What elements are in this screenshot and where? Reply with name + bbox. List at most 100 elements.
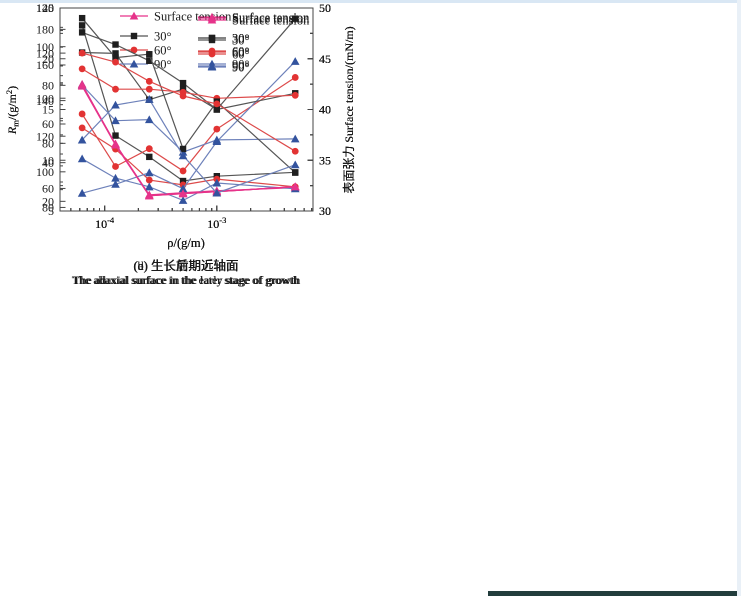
x-tick-label: 10-3 [207, 215, 226, 231]
series-line [81, 68, 296, 99]
data-point [77, 80, 87, 89]
legend-label: 30° [232, 31, 250, 45]
data-point [144, 95, 154, 103]
data-point [212, 135, 222, 144]
data-point [146, 51, 153, 58]
left-tick-label: 120 [36, 46, 54, 60]
data-point [212, 178, 222, 187]
data-point [144, 191, 154, 200]
data-point [144, 182, 154, 191]
data-point [77, 154, 87, 163]
legend-label: 30° [154, 29, 172, 43]
right-tick-label: 30 [319, 204, 331, 218]
left-tick-label: 60 [42, 117, 54, 131]
data-point [179, 145, 187, 153]
left-tick-label: 120 [36, 1, 54, 15]
data-point [178, 196, 188, 204]
series-line [81, 84, 296, 153]
data-point [112, 54, 119, 61]
data-point [290, 160, 300, 169]
left-tick-label: 80 [42, 201, 54, 215]
left-tick-label: 100 [36, 165, 54, 179]
x-axis-label: ρ/(g/m) [167, 236, 204, 250]
right-tick-label: 50 [319, 1, 331, 15]
legend-item: 90° [198, 60, 250, 74]
legend-marker [130, 46, 138, 54]
data-point [179, 177, 187, 185]
left-tick-label: 40 [42, 156, 54, 170]
caption-en: The adaxial surface in the later stage o… [73, 273, 299, 287]
legend-marker [130, 32, 138, 40]
data-point [178, 189, 188, 198]
top-edge-strip [0, 0, 741, 3]
data-point [179, 92, 187, 100]
data-point [292, 169, 299, 176]
legend-item: 90° [120, 57, 172, 71]
data-point [292, 15, 299, 22]
legend-item: 60° [198, 47, 250, 61]
bottom-scrollbar[interactable] [488, 591, 737, 596]
legend-item: 30° [198, 33, 250, 47]
series-line [81, 31, 296, 111]
data-point [212, 188, 222, 197]
caption-en: The abaxial surface in the later stage o… [73, 273, 299, 287]
left-tick-label: 160 [36, 58, 54, 72]
legend-label: 90° [232, 57, 250, 71]
data-point [111, 100, 120, 109]
right-tick-label: 45 [319, 52, 331, 66]
data-point [112, 132, 119, 139]
data-point [78, 22, 86, 29]
data-point [145, 145, 153, 153]
right-tick-label: 40 [319, 103, 331, 117]
left-tick-label: 60 [42, 182, 54, 196]
legend-label: 60° [232, 47, 250, 61]
series-line [81, 84, 296, 197]
data-point [291, 147, 299, 155]
data-point [213, 100, 221, 108]
x-axis-label: ρ/(g/m) [167, 236, 204, 250]
right-tick-label: 50 [319, 1, 331, 15]
series-line [81, 127, 296, 188]
data-point [213, 106, 221, 113]
right-tick-label: 40 [319, 103, 331, 117]
panel-d: 10-4 10-3 60 80 100 120 140 30 35 40 45 50 Surface t… [0, 0, 371, 298]
data-point [290, 182, 300, 191]
axis-frame [59, 7, 314, 212]
data-point [144, 115, 154, 124]
left-tick-label: 20 [42, 195, 54, 209]
legend-marker [208, 50, 216, 58]
data-point [112, 58, 119, 66]
right-tick-label: 35 [319, 153, 331, 167]
data-point [290, 134, 300, 143]
caption-zh: (a) 生长前期近轴面 [134, 258, 239, 273]
data-point [290, 57, 300, 65]
left-tick-label: 140 [36, 94, 54, 108]
data-point [78, 110, 86, 118]
left-tick-label: 10 [42, 153, 54, 167]
data-point [78, 124, 86, 132]
legend-label: Surface tension [232, 11, 310, 25]
data-point [179, 79, 187, 87]
data-point [144, 168, 154, 177]
caption-en: The abaxial surface in the early stage o… [72, 273, 301, 287]
right-tick-label: 45 [319, 52, 331, 66]
left-tick-label: 15 [42, 103, 54, 117]
caption-zh: (b) 生长前期远轴面 [133, 258, 238, 273]
legend-label: 60° [154, 43, 172, 57]
left-tick-label: 80 [42, 137, 54, 151]
right-tick-label: 50 [319, 1, 331, 15]
data-point [112, 85, 119, 93]
data-point [145, 85, 153, 93]
data-point [78, 29, 86, 36]
legend-marker [129, 59, 139, 68]
right-axis-label: 表面张力 Surface tension/(mN/m) [342, 26, 356, 193]
series-line [81, 25, 296, 182]
left-tick-label: 140 [36, 1, 54, 15]
series-line [81, 17, 296, 174]
data-point [112, 163, 119, 170]
right-tick-label: 50 [319, 1, 331, 15]
left-tick-label: 180 [36, 23, 54, 37]
data-point [112, 50, 119, 57]
right-axis-label: 表面张力 Surface tension/(mN/m) [342, 26, 356, 193]
caption-en: The adaxial surface in the early stage o… [72, 273, 301, 287]
